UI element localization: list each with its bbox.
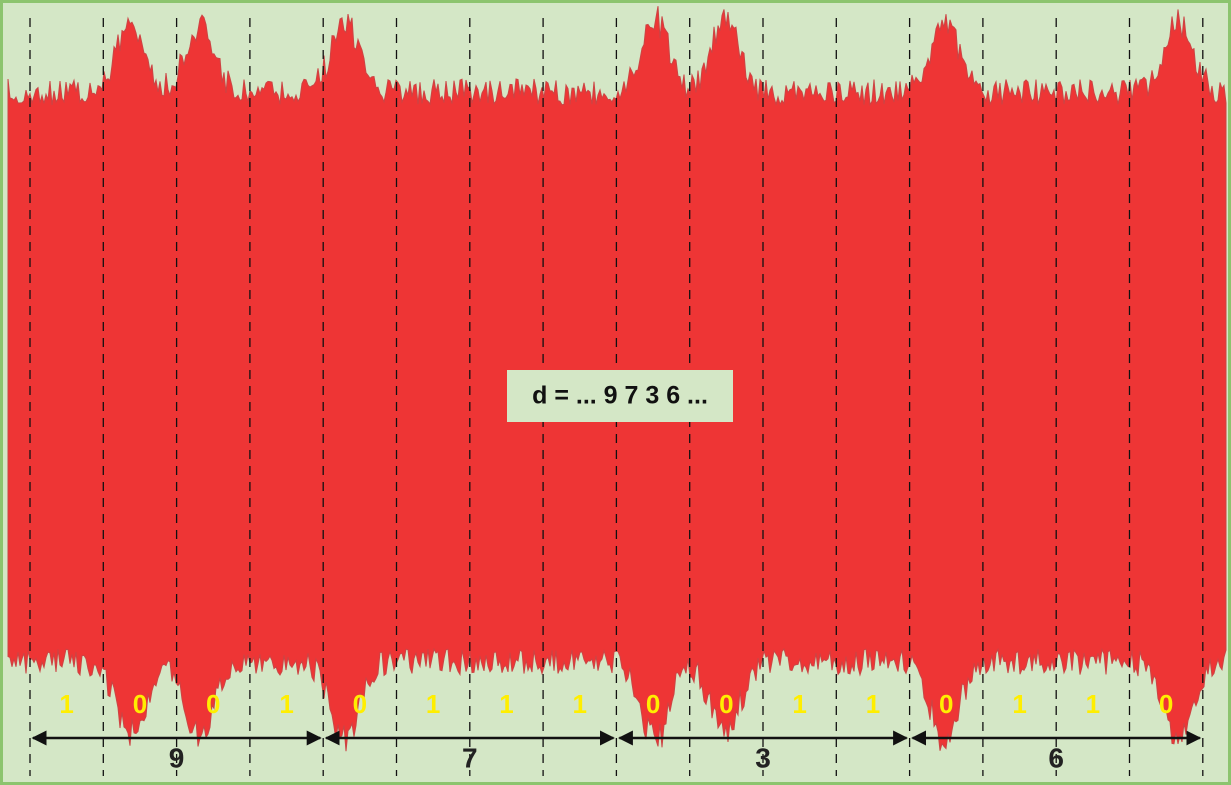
annotations: 1 0 0 190 1 1 170 0 1 130 1 1 06	[31, 689, 1202, 773]
bit-label: 1	[499, 689, 513, 719]
bit-label: 0	[353, 689, 367, 719]
bit-label: 0	[1159, 689, 1173, 719]
bit-label: 1	[573, 689, 587, 719]
bit-label: 1	[279, 689, 293, 719]
key-label: d = ... 9 7 3 6 ...	[532, 382, 708, 410]
bit-label: 0	[133, 689, 147, 719]
bit-label: 0	[719, 689, 733, 719]
digit-label: 9	[169, 742, 185, 773]
digit-label: 7	[462, 742, 478, 773]
bit-label: 1	[792, 689, 806, 719]
digit-label: 3	[755, 742, 771, 773]
bit-label: 1	[866, 689, 880, 719]
bit-label: 1	[59, 689, 73, 719]
digit-label: 6	[1048, 742, 1064, 773]
bit-label: 0	[646, 689, 660, 719]
bit-label: 1	[1086, 689, 1100, 719]
label-box	[507, 370, 733, 422]
bit-label: 0	[939, 689, 953, 719]
bit-label: 1	[1012, 689, 1026, 719]
bit-label: 1	[426, 689, 440, 719]
bit-label: 0	[206, 689, 220, 719]
bit-boundaries	[29, 18, 1204, 776]
